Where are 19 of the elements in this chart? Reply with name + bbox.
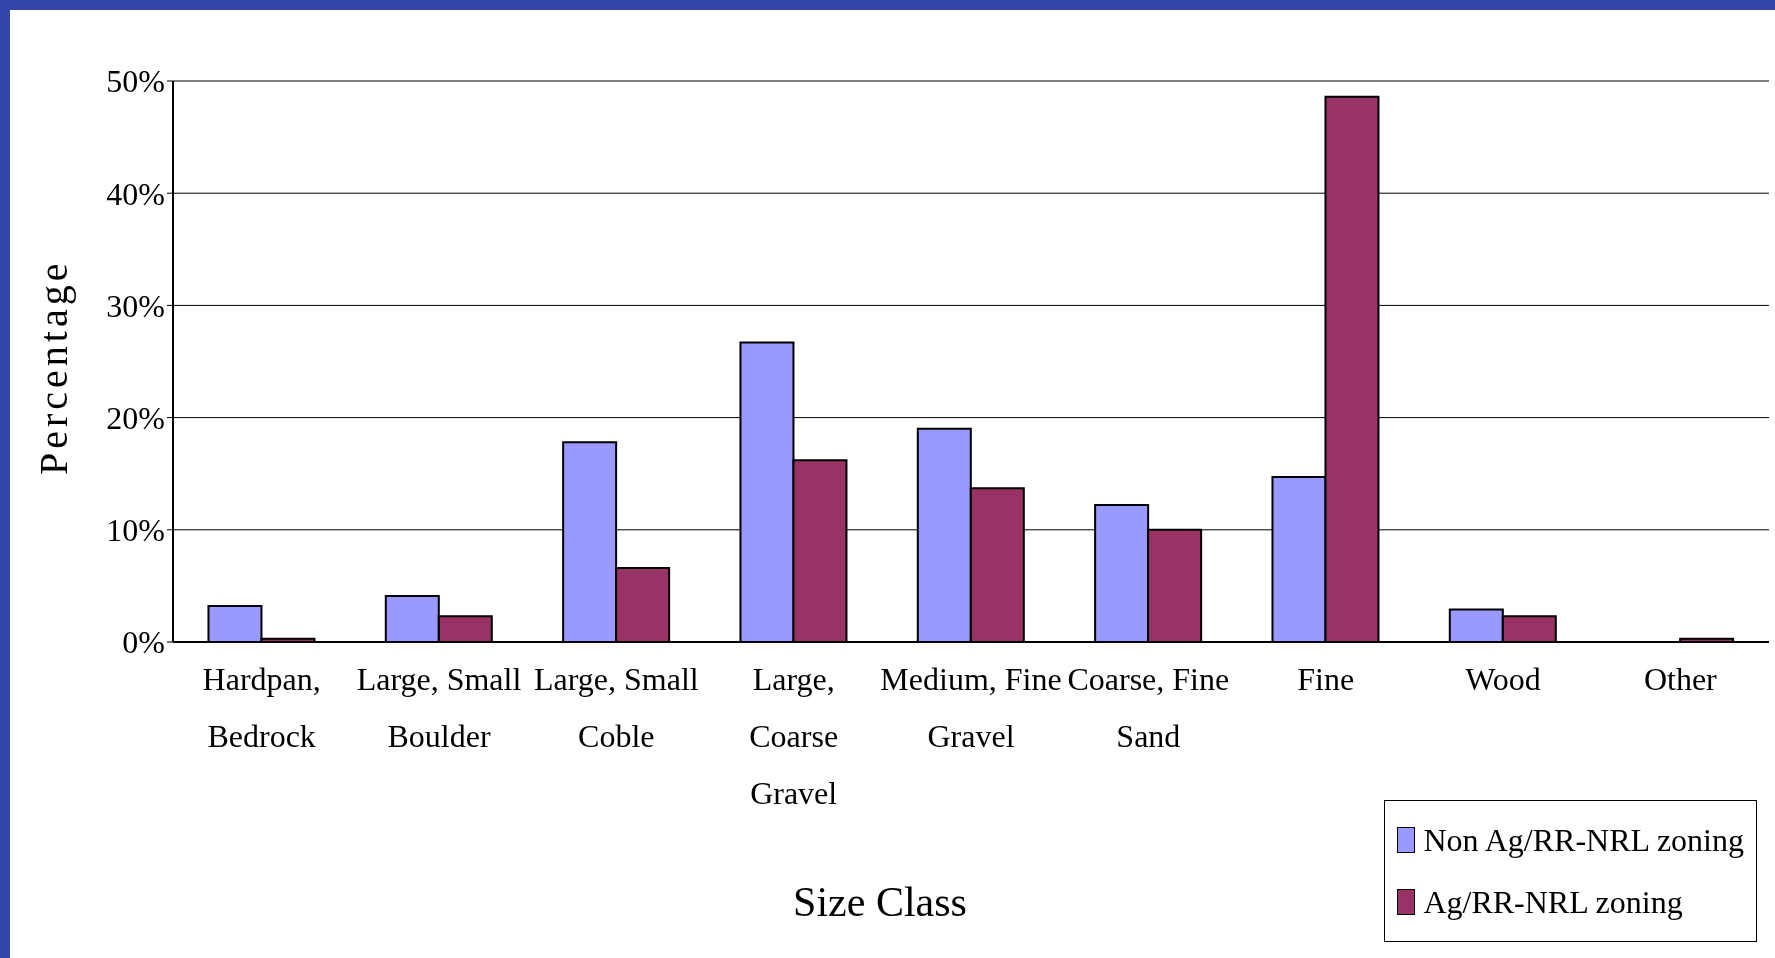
y-tick-label: 10% [106,512,165,549]
y-tick-label: 20% [106,399,165,436]
x-tick-label: Large, Small Boulder [356,661,522,754]
x-tick-label: Large, Coarse Gravel [749,661,839,811]
y-tick-label: 50% [106,63,165,100]
y-tick-label: 0% [122,624,165,661]
x-tick-label: Large, Small Coble [533,661,699,754]
x-axis-title: Size Class [792,878,968,926]
x-tick-label: Wood [1465,661,1541,697]
x-tick-label: Fine [1297,661,1355,697]
legend-label: Non Ag/RR-NRL zoning [1423,821,1744,860]
x-tick-label: Other [1643,661,1718,697]
x-tick-label: Coarse, Fine Sand [1067,661,1230,754]
y-tick-label: 30% [106,287,165,324]
legend-label: Ag/RR-NRL zoning [1423,883,1683,922]
y-axis-title: Percentage [30,259,77,475]
x-tick-label: Medium, Fine Gravel [880,661,1062,754]
y-tick-label: 40% [106,175,165,212]
x-tick-label: Hardpan, Bedrock [202,661,321,754]
